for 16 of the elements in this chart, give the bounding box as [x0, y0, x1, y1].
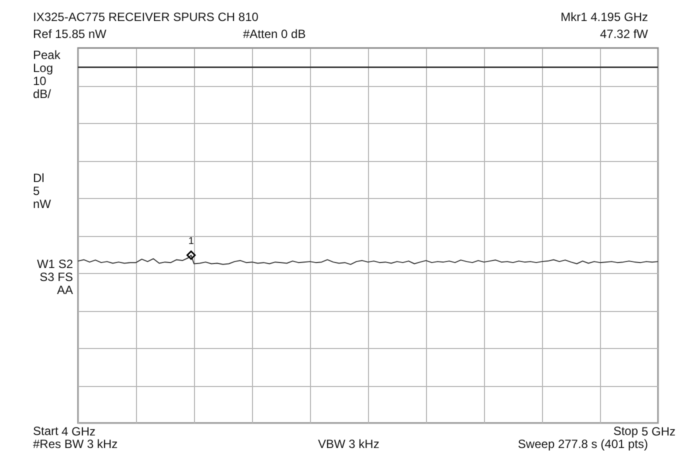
text: Ref 15.85 nW	[33, 27, 106, 41]
annotation: 1	[188, 236, 194, 248]
ref-line-label: Dl 5 nW	[33, 171, 51, 211]
text: Start	[33, 424, 58, 438]
text: #Atten 0 dB	[243, 27, 306, 41]
text: #Res BW 3 kHz	[33, 437, 118, 451]
text: Mkr1 4.195 GHz	[560, 10, 648, 24]
chart-title: IX325-AC775 RECEIVER SPURS CH 810	[33, 10, 258, 24]
text: 47.32 fW	[600, 27, 648, 41]
text: Peak Log 10 dB/	[33, 48, 62, 101]
text: W1 S2 S3 FS AA	[36, 257, 73, 297]
text: Stop	[613, 424, 638, 438]
x-tick-label: 4 GHz	[61, 424, 96, 438]
text: VBW 3 kHz	[318, 437, 380, 451]
x-tick-label: 5 GHz	[641, 424, 676, 438]
text: Sweep 277.8 s (401 pts)	[518, 437, 648, 451]
